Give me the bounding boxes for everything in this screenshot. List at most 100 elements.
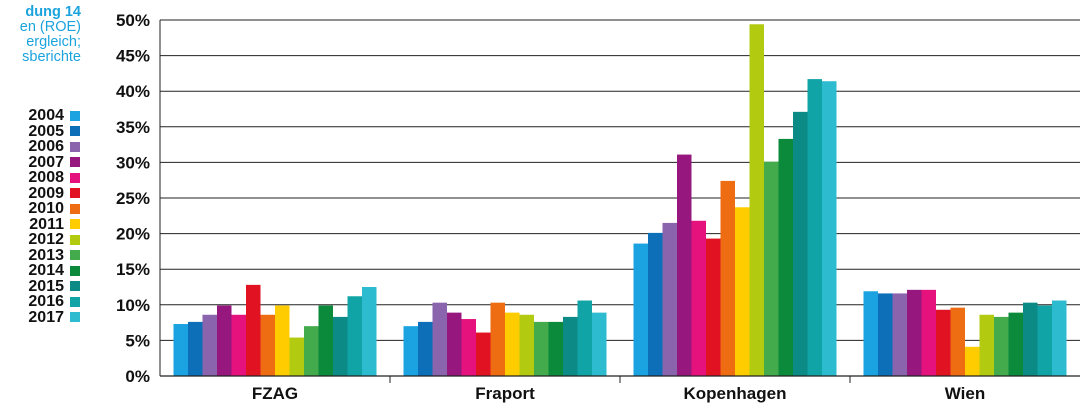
legend-label: 2014 xyxy=(28,262,64,279)
bar-wien-2017 xyxy=(1052,300,1067,376)
legend-item-2008: 2008 xyxy=(28,170,80,186)
bar-kopenhagen-2013 xyxy=(764,161,779,376)
bar-fzag-2012 xyxy=(289,337,304,376)
y-tick-label: 0% xyxy=(125,367,150,386)
bar-fraport-2010 xyxy=(490,302,505,376)
legend-swatch xyxy=(70,157,80,168)
legend-swatch xyxy=(70,234,80,245)
legend-swatch xyxy=(70,250,80,261)
legend-swatch xyxy=(70,265,80,276)
legend-swatch xyxy=(70,219,80,230)
y-tick-label: 35% xyxy=(116,118,150,137)
legend-swatch xyxy=(70,188,80,199)
bar-fraport-2006 xyxy=(432,302,447,376)
bar-kopenhagen-2017 xyxy=(822,81,837,377)
legend-swatch xyxy=(70,172,80,183)
bar-kopenhagen-2010 xyxy=(720,180,735,376)
legend-label: 2017 xyxy=(28,308,64,326)
bar-wien-2005 xyxy=(878,293,893,376)
y-tick-label: 5% xyxy=(125,331,150,350)
legend-label: 2006 xyxy=(28,138,64,155)
legend-label: 2009 xyxy=(28,184,64,202)
bar-fraport-2016 xyxy=(577,300,592,376)
bar-kopenhagen-2014 xyxy=(778,138,793,376)
bar-wien-2008 xyxy=(921,289,936,376)
legend-item-2010: 2010 xyxy=(28,201,80,217)
legend-item-2015: 2015 xyxy=(28,277,80,295)
legend-swatch xyxy=(70,281,80,292)
bar-fraport-2009 xyxy=(476,332,491,376)
bar-wien-2016 xyxy=(1037,305,1052,376)
figure-caption-line-2: ergleich; xyxy=(26,34,81,50)
bar-fzag-2014 xyxy=(318,305,333,376)
legend-item-2016: 2016 xyxy=(28,294,80,310)
bar-wien-2007 xyxy=(907,289,922,376)
bar-fraport-2008 xyxy=(461,319,476,376)
bar-fraport-2017 xyxy=(592,312,607,376)
legend-item-2004: 2004 xyxy=(28,108,80,124)
legend-swatch xyxy=(70,126,80,137)
legend-label: 2016 xyxy=(28,293,64,310)
bar-kopenhagen-2005 xyxy=(648,232,663,376)
bar-kopenhagen-2011 xyxy=(735,207,750,376)
bar-kopenhagen-2015 xyxy=(793,111,808,377)
bar-kopenhagen-2008 xyxy=(691,220,706,376)
bar-fzag-2004 xyxy=(173,324,188,376)
x-tick-label: Kopenhagen xyxy=(684,384,787,403)
figure-caption-title: dung 14 xyxy=(25,4,81,20)
bar-fzag-2007 xyxy=(217,305,232,376)
bar-wien-2006 xyxy=(892,293,907,376)
y-tick-label: 30% xyxy=(116,153,150,172)
legend-item-2006: 2006 xyxy=(28,139,80,155)
bar-kopenhagen-2006 xyxy=(662,222,677,376)
bar-fraport-2004 xyxy=(403,326,418,376)
legend-item-2009: 2009 xyxy=(28,184,80,202)
legend-item-2012: 2012 xyxy=(28,232,80,248)
chart-sidebar: dung 14 en (ROE) ergleich; sberichte 200… xyxy=(0,0,84,403)
bar-kopenhagen-2009 xyxy=(706,238,721,376)
x-tick-label: Fraport xyxy=(475,384,535,403)
legend-item-2007: 2007 xyxy=(28,153,80,171)
legend-label: 2007 xyxy=(28,153,64,171)
y-tick-label: 10% xyxy=(116,296,150,315)
legend-label: 2012 xyxy=(28,231,64,248)
bar-fzag-2008 xyxy=(231,314,246,376)
x-tick-label: Wien xyxy=(945,384,985,403)
bar-wien-2010 xyxy=(950,307,965,376)
bar-fraport-2015 xyxy=(563,316,578,376)
bar-wien-2015 xyxy=(1023,302,1038,376)
bar-kopenhagen-2004 xyxy=(633,243,648,376)
legend-label: 2008 xyxy=(28,169,64,186)
y-tick-label: 25% xyxy=(116,189,150,208)
legend-swatch xyxy=(70,203,80,214)
bar-fraport-2014 xyxy=(548,321,563,376)
legend-swatch xyxy=(70,312,80,323)
legend-swatch xyxy=(70,296,80,307)
y-tick-label: 50% xyxy=(116,11,150,30)
bar-fraport-2012 xyxy=(519,314,534,376)
legend-label: 2004 xyxy=(28,107,64,124)
legend-label: 2011 xyxy=(29,215,64,233)
legend-item-2011: 2011 xyxy=(28,215,80,233)
y-tick-label: 20% xyxy=(116,225,150,244)
bar-fzag-2006 xyxy=(202,314,217,376)
legend-label: 2015 xyxy=(28,277,64,295)
bar-fzag-2017 xyxy=(362,287,377,376)
bar-wien-2011 xyxy=(965,346,980,376)
bar-wien-2012 xyxy=(979,314,994,376)
legend-swatch xyxy=(70,141,80,152)
bar-fraport-2013 xyxy=(534,321,549,376)
x-tick-label: FZAG xyxy=(252,384,298,403)
bar-fzag-2009 xyxy=(246,284,261,376)
bar-kopenhagen-2007 xyxy=(677,154,692,376)
bar-fzag-2011 xyxy=(275,305,290,376)
legend-item-2005: 2005 xyxy=(28,123,80,140)
bar-wien-2013 xyxy=(994,316,1009,376)
figure-caption: dung 14 en (ROE) ergleich; sberichte xyxy=(20,5,81,65)
legend-swatch xyxy=(70,110,80,121)
bar-kopenhagen-2012 xyxy=(749,24,764,376)
bar-wien-2004 xyxy=(863,291,878,376)
legend-label: 2010 xyxy=(28,200,64,217)
bar-fzag-2005 xyxy=(188,321,203,376)
